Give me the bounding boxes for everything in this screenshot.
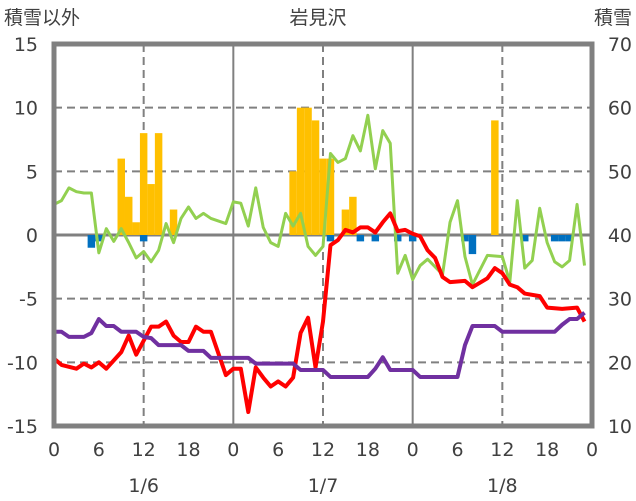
left-tick-label: -10 <box>7 352 38 374</box>
x-tick-label: 18 <box>176 439 200 461</box>
snow-decrease-bar <box>393 235 402 242</box>
snowfall-bar <box>154 133 163 235</box>
snow-decrease-bar <box>95 235 103 242</box>
snowfall-bar <box>311 120 320 235</box>
x-tick-label: 12 <box>490 439 514 461</box>
x-tick-label: 12 <box>132 439 156 461</box>
snow-decrease-bar <box>468 235 477 255</box>
purple-line <box>54 311 586 379</box>
snow-decrease-bar <box>408 235 417 242</box>
right-tick-label: 60 <box>608 98 632 120</box>
left-axis-title: 積雪以外 <box>4 7 80 29</box>
left-tick-label: -15 <box>7 416 38 438</box>
snow-decrease-bar <box>356 235 365 242</box>
snowfall-bar <box>147 184 155 235</box>
snowfall-bar <box>491 120 499 235</box>
left-tick-label: 0 <box>26 225 38 247</box>
snowfall-bar <box>124 196 133 235</box>
snowfall-bar <box>139 133 148 235</box>
right-tick-label: 20 <box>608 352 632 374</box>
x-tick-label: 6 <box>451 439 463 461</box>
x-tick-label: 0 <box>407 439 419 461</box>
snow-decrease-bar <box>565 235 574 242</box>
snowfall-bar <box>319 158 327 235</box>
snowfall-bar <box>349 196 357 235</box>
snow-decrease-bar <box>139 235 148 242</box>
x-tick-label: 12 <box>311 439 335 461</box>
snowfall-bar <box>326 158 335 235</box>
x-tick-label: 18 <box>535 439 559 461</box>
plot-frame <box>51 41 595 429</box>
snow-decrease-bar <box>550 235 559 242</box>
right-tick-label: 50 <box>608 161 632 183</box>
snow-decrease-bar <box>461 235 469 242</box>
right-tick-label: 30 <box>608 289 632 311</box>
red-line <box>52 211 587 414</box>
right-tick-label: 10 <box>608 416 632 438</box>
date-label: 1/6 <box>128 475 159 497</box>
left-tick-label: 10 <box>14 98 38 120</box>
snowfall-bar <box>289 171 297 235</box>
snowfall-bar <box>341 209 350 235</box>
snowfall-bar <box>296 107 305 235</box>
right-axis-title: 積雪 <box>594 7 632 29</box>
right-tick-label: 70 <box>608 34 632 56</box>
left-tick-label: 5 <box>26 161 38 183</box>
green-line <box>53 113 587 287</box>
x-tick-label: 6 <box>93 439 105 461</box>
snowfall-bar <box>132 222 140 235</box>
bars <box>87 107 574 255</box>
date-label: 1/7 <box>308 475 339 497</box>
frame <box>51 41 595 429</box>
snowfall-bar <box>117 158 125 235</box>
chart-title: 岩見沢 <box>289 7 346 29</box>
x-tick-label: 0 <box>48 439 60 461</box>
right-tick-label: 40 <box>608 225 632 247</box>
snow-decrease-bar <box>371 235 380 242</box>
left-tick-label: 15 <box>14 34 38 56</box>
snow-decrease-bar <box>87 235 96 248</box>
x-tick-label: 18 <box>356 439 380 461</box>
x-tick-label: 6 <box>272 439 284 461</box>
snowfall-bar <box>169 209 178 235</box>
x-tick-label: 0 <box>586 439 598 461</box>
snow-decrease-bar <box>326 235 335 242</box>
x-tick-label: 0 <box>227 439 239 461</box>
snowfall-bar <box>304 107 312 235</box>
snow-decrease-bar <box>558 235 566 242</box>
date-label: 1/8 <box>487 475 518 497</box>
left-tick-label: -5 <box>19 289 38 311</box>
snow-decrease-bar <box>521 235 529 242</box>
lines <box>52 113 587 414</box>
